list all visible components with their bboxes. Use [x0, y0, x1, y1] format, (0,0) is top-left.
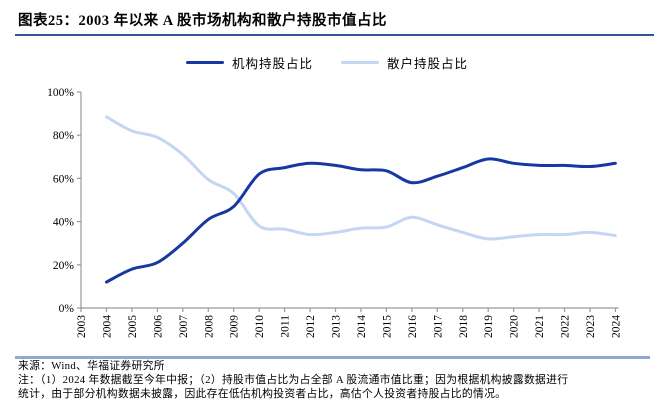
svg-text:2005: 2005 [127, 315, 139, 338]
svg-text:2017: 2017 [432, 315, 444, 338]
svg-text:2006: 2006 [152, 315, 164, 338]
legend-label-retail: 散户持股占比 [387, 57, 469, 71]
svg-text:2009: 2009 [229, 315, 241, 338]
source-note: 来源：Wind、华福证券研究所 [18, 360, 165, 372]
legend-label-institutional: 机构持股占比 [231, 57, 313, 71]
legend-item-retail: 散户持股占比 [341, 53, 468, 72]
svg-text:2007: 2007 [178, 315, 190, 338]
svg-text:2016: 2016 [407, 315, 419, 338]
chart-legend: 机构持股占比 散户持股占比 [0, 53, 654, 72]
institutional-line-swatch-icon [185, 61, 224, 64]
svg-text:20%: 20% [53, 260, 75, 272]
svg-text:60%: 60% [53, 173, 75, 185]
figure-title: 图表25：2003 年以来 A 股市场机构和散户持股市值占比 [18, 13, 388, 29]
svg-text:2020: 2020 [509, 315, 521, 338]
svg-text:2022: 2022 [560, 315, 572, 338]
svg-text:2012: 2012 [305, 315, 317, 338]
svg-text:2004: 2004 [101, 315, 113, 338]
svg-text:2018: 2018 [458, 315, 470, 338]
svg-text:2003: 2003 [76, 315, 88, 338]
svg-text:100%: 100% [47, 87, 74, 99]
svg-text:2011: 2011 [280, 315, 292, 338]
svg-text:80%: 80% [53, 130, 75, 142]
svg-text:40%: 40% [53, 217, 75, 229]
svg-text:2019: 2019 [483, 315, 495, 338]
svg-text:2023: 2023 [585, 315, 597, 338]
svg-text:2024: 2024 [610, 315, 622, 338]
svg-text:2008: 2008 [203, 315, 215, 338]
note-line-1: 注：（1）2024 年数据截至今年中报；（2）持股市值占比为占全部 A 股流通市… [18, 373, 569, 386]
figure-footnotes: 来源：Wind、华福证券研究所 注：（1）2024 年数据截至今年中报；（2）持… [18, 360, 646, 401]
footer-divider [15, 356, 650, 359]
svg-text:2013: 2013 [331, 315, 343, 338]
retail-line-swatch-icon [341, 61, 379, 64]
legend-item-institutional: 机构持股占比 [185, 53, 313, 72]
note-line-2: 统计，由于部分机构数据未披露，因此存在低估机构投资者占比，高估个人投资者持股占比… [18, 387, 507, 400]
title-divider [15, 34, 654, 36]
line-chart: 0% 20% 40% 60% 80% 100% 2003 2004 2005 2006 2007 20… [0, 80, 654, 352]
svg-text:2010: 2010 [254, 315, 266, 338]
svg-text:0%: 0% [59, 303, 75, 315]
svg-text:2015: 2015 [381, 315, 393, 338]
svg-text:2021: 2021 [534, 315, 546, 338]
svg-text:2014: 2014 [356, 315, 368, 338]
